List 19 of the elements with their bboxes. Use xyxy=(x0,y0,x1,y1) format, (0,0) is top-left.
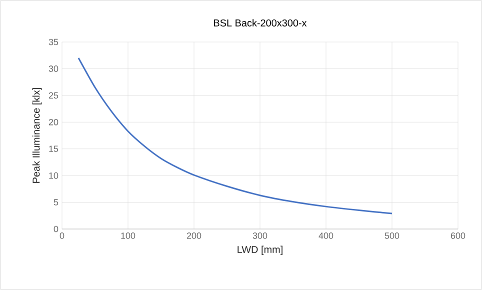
x-axis-title: LWD [mm] xyxy=(238,246,282,255)
x-tick-label: 200 xyxy=(186,232,202,239)
x-tick-label: 600 xyxy=(450,232,466,239)
x-tick-label: 0 xyxy=(60,232,64,239)
y-tick-label: 10 xyxy=(49,172,58,179)
line-series xyxy=(78,57,393,214)
x-tick-label: 100 xyxy=(121,232,136,239)
y-tick-label: 15 xyxy=(49,146,58,152)
y-tick-label: 20 xyxy=(48,118,58,126)
chart-title: BSL Back-200x300-x xyxy=(214,19,307,26)
y-tick-label: 0 xyxy=(54,226,58,232)
y-tick-label: 5 xyxy=(54,199,58,206)
y-tick-label: 35 xyxy=(48,38,58,46)
x-tick-label: 500 xyxy=(384,232,400,239)
y-tick-label: 30 xyxy=(48,66,58,72)
y-tick-label: 25 xyxy=(48,92,58,99)
y-axis-title: Peak Illuminance [klx] xyxy=(32,88,42,183)
x-tick-label: 300 xyxy=(252,232,268,239)
x-tick-label: 400 xyxy=(318,232,334,239)
